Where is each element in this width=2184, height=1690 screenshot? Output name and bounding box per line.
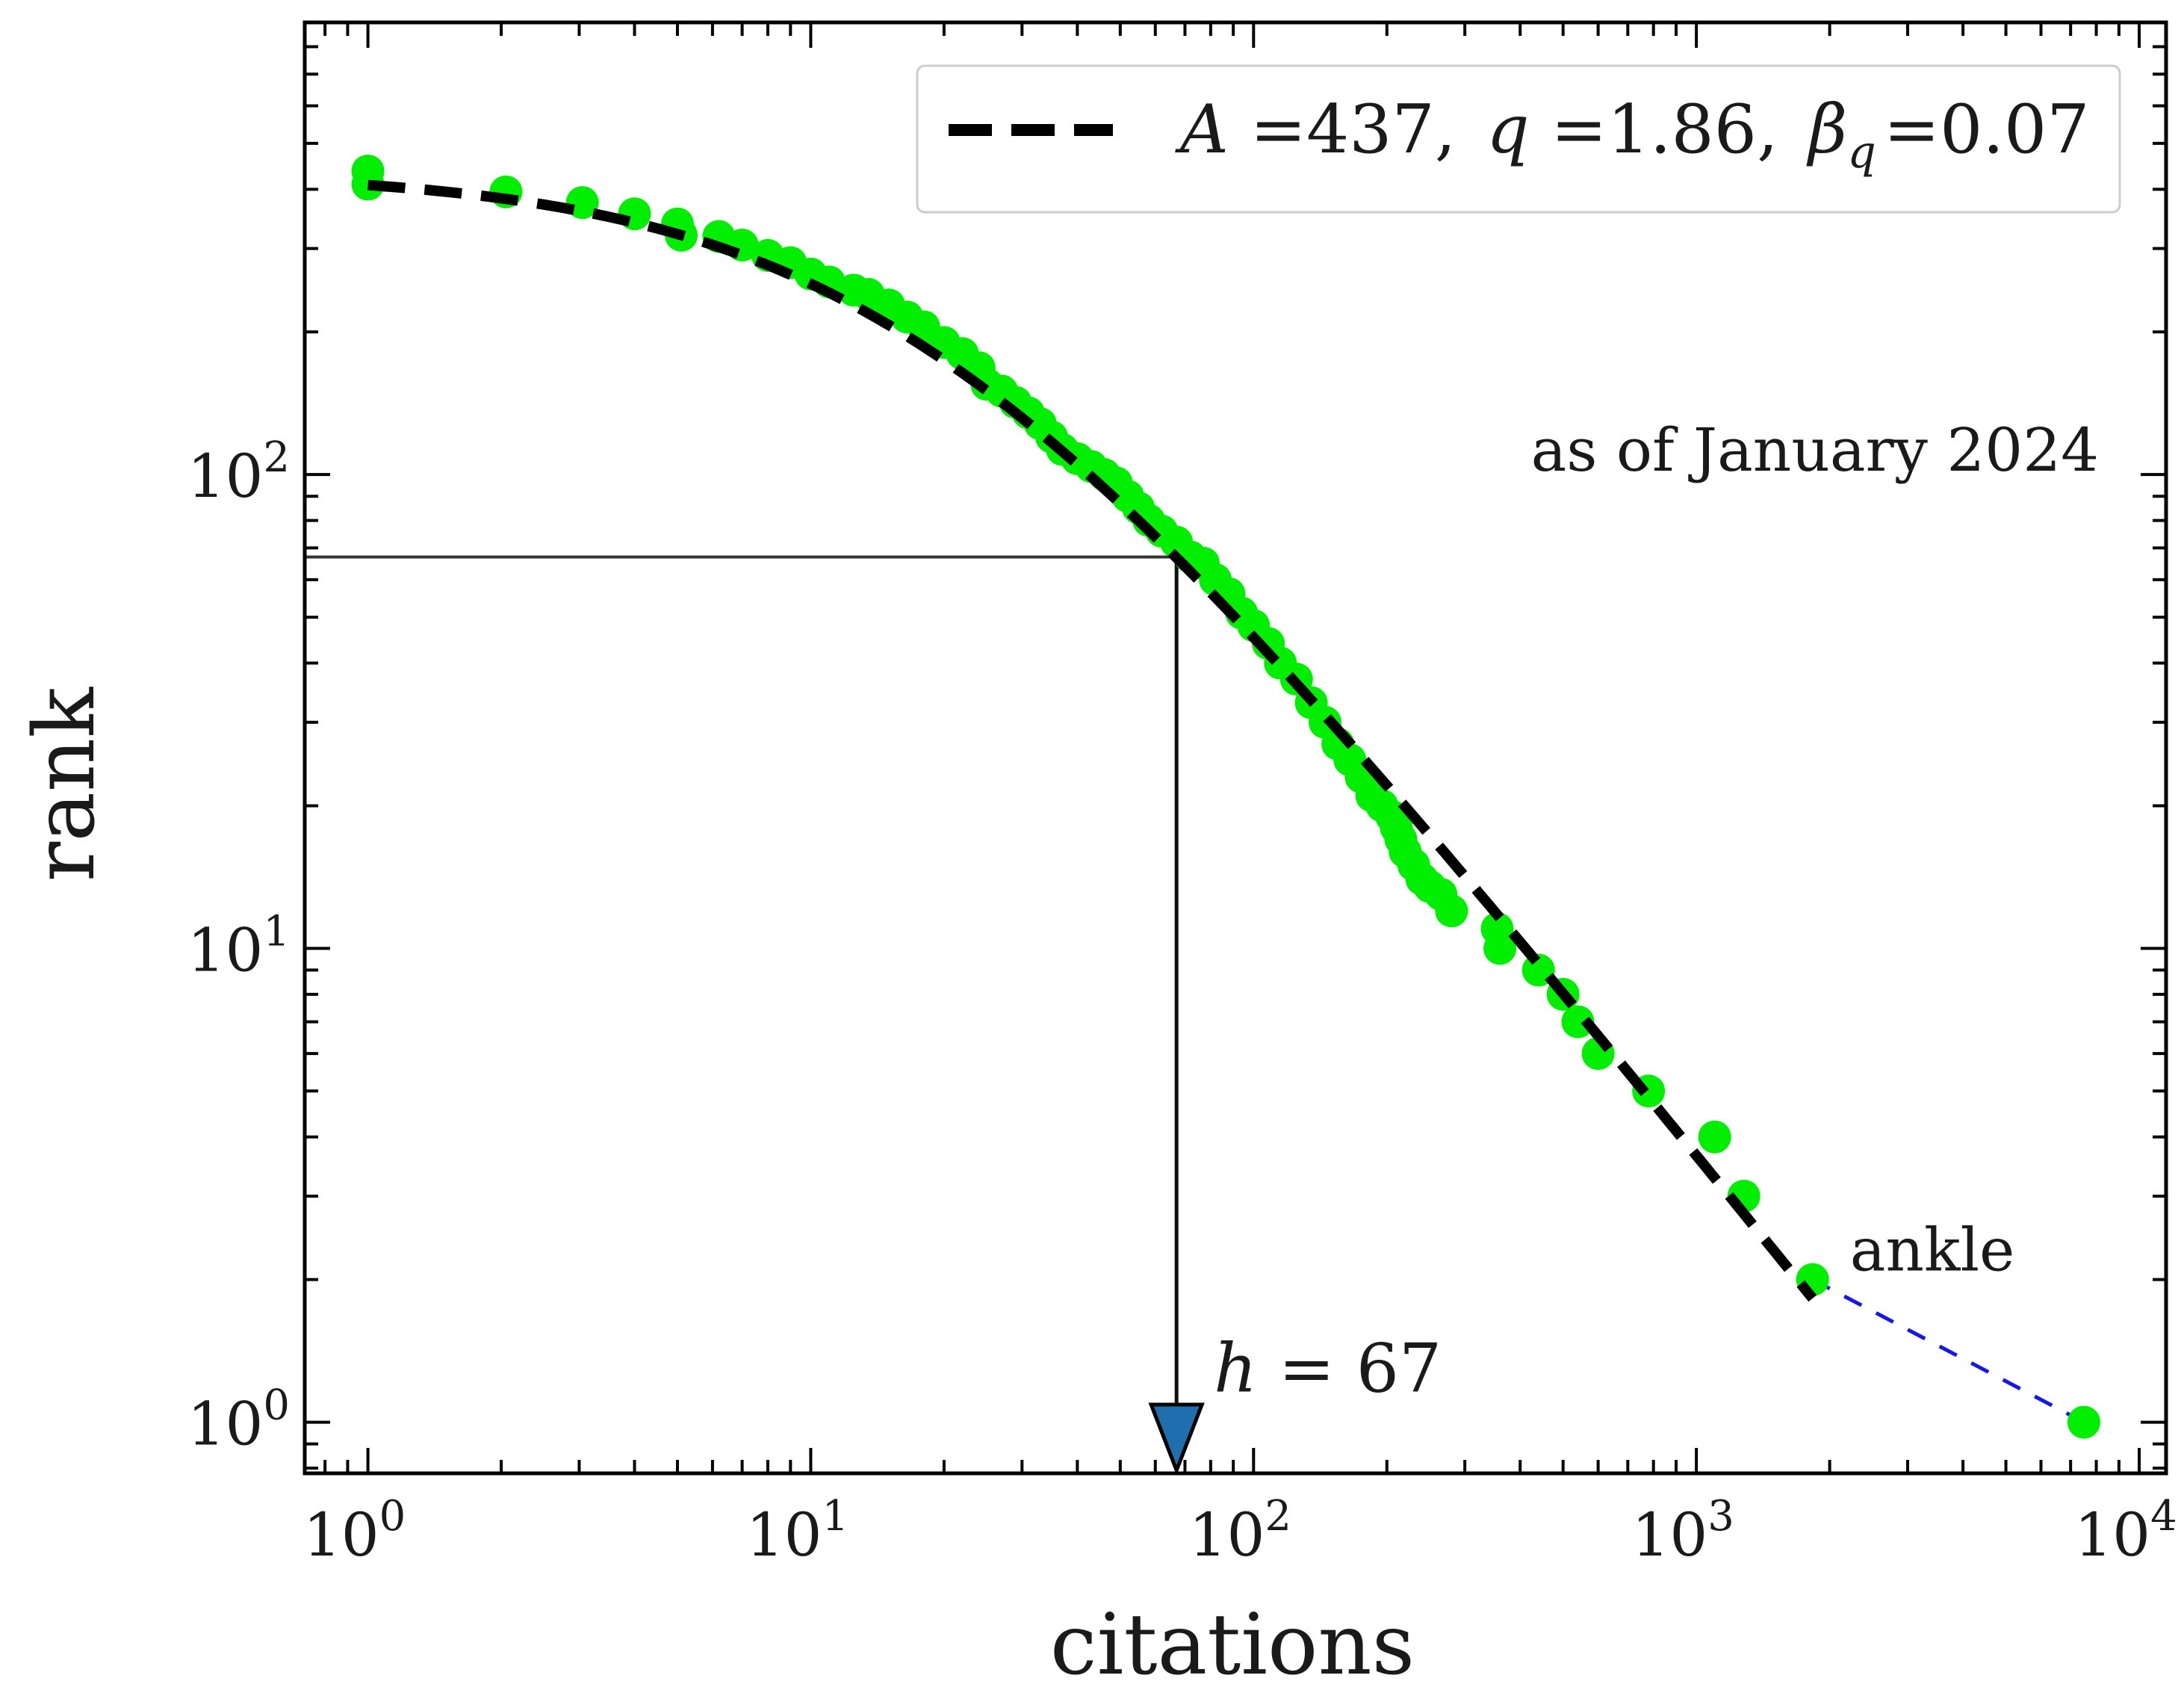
y-axis-label: rank xyxy=(16,687,114,882)
legend-label: A =437, q =1.86, βq =0.07 xyxy=(1175,90,2090,179)
h-symbol: h xyxy=(1214,1330,1257,1408)
x-tick-label: 101 xyxy=(746,1492,849,1570)
h-index-guides xyxy=(305,555,1205,1476)
legend-q-symbol: q xyxy=(1486,90,1530,169)
data-point xyxy=(2067,1405,2100,1439)
plot-frame xyxy=(303,20,2168,1476)
y-tick-labels: 100 101 102 xyxy=(187,433,290,1458)
h-arrow-marker xyxy=(1148,1402,1205,1476)
legend-box xyxy=(916,64,2121,214)
data-point xyxy=(351,167,385,201)
x-tick-label: 100 xyxy=(303,1492,406,1570)
data-point xyxy=(1483,932,1517,965)
date-annotation: as of January 2024 xyxy=(1531,415,2099,485)
y-tick-label: 102 xyxy=(187,433,290,511)
legend-a-value: =437, xyxy=(1250,90,1456,169)
fit-layer xyxy=(1811,1278,2085,1424)
legend-a-symbol: A xyxy=(1175,90,1229,169)
ankle-tail-line xyxy=(1811,1278,2085,1424)
legend-q-value: =1.86, xyxy=(1551,90,1778,169)
x-axis-label: citations xyxy=(1050,1597,1415,1690)
h-index-annotation: h = 67 xyxy=(1214,1330,1442,1408)
x-tick-label: 103 xyxy=(1631,1492,1734,1570)
fit-curve xyxy=(367,179,1817,1302)
legend-beta-symbol: β xyxy=(1806,90,1847,169)
x-tick-label: 104 xyxy=(2074,1492,2177,1570)
tick-layer xyxy=(305,21,2166,1473)
data-point xyxy=(1561,1005,1595,1039)
x-tick-label: 102 xyxy=(1189,1492,1291,1570)
points-layer xyxy=(351,154,2100,1439)
data-point xyxy=(565,186,599,220)
data-point xyxy=(1435,894,1468,928)
y-tick-label: 101 xyxy=(187,907,290,985)
legend-beta-subscript: q xyxy=(1847,126,1876,179)
ankle-annotation: ankle xyxy=(1850,1216,2015,1285)
legend: A =437, q =1.86, βq =0.07 xyxy=(916,64,2121,214)
h-value: = 67 xyxy=(1279,1330,1442,1408)
data-point xyxy=(1698,1120,1731,1154)
y-tick-label: 100 xyxy=(187,1381,290,1459)
legend-beta-value: =0.07 xyxy=(1884,90,2090,169)
x-tick-labels: 100 101 102 103 104 xyxy=(303,1492,2177,1570)
